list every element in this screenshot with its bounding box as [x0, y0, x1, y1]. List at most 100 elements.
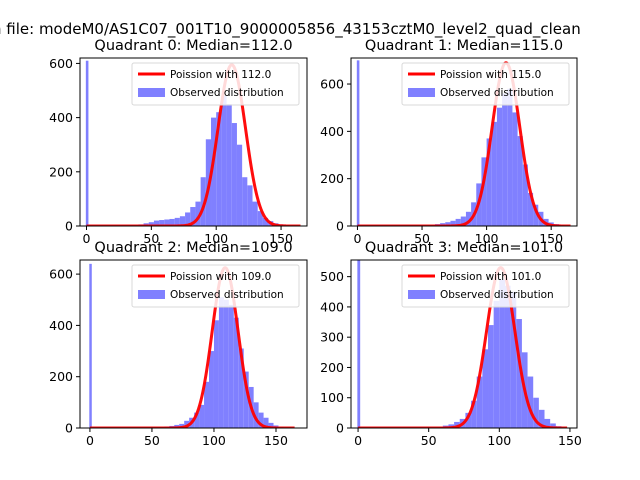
- histogram-bar: [159, 220, 165, 226]
- legend-poisson-label: Poission with 115.0: [440, 69, 541, 81]
- x-tick-label: 50: [144, 433, 160, 448]
- histogram-bar: [445, 222, 451, 226]
- x-tick-label: 100: [204, 231, 228, 246]
- quadrant-0-legend: Poission with 112.0 Observed distribution: [131, 62, 300, 106]
- quadrant-0-plot-area: [85, 60, 302, 226]
- histogram-bar: [268, 422, 274, 428]
- quadrant-3-plot-area: [357, 260, 568, 428]
- legend-observed-swatch: [408, 88, 435, 97]
- histogram-bar: [238, 348, 244, 428]
- histogram-bar: [153, 220, 160, 226]
- legend-poisson-label: Poission with 109.0: [170, 271, 271, 283]
- y-tick-label: 0: [336, 421, 344, 436]
- y-tick-label: 200: [320, 360, 344, 375]
- quadrant-1-title: Quadrant 1: Median=115.0: [365, 38, 563, 54]
- quadrant-3-axes-frame: [350, 259, 578, 429]
- x-tick-label: 100: [475, 231, 499, 246]
- poisson-curve: [85, 63, 302, 226]
- histogram-bar: [533, 204, 539, 226]
- legend-box: [401, 62, 570, 106]
- y-tick-label: 0: [336, 219, 344, 234]
- histogram-bar: [242, 177, 248, 226]
- histogram-bar: [533, 397, 539, 428]
- histogram-bar: [221, 95, 227, 226]
- poisson-curve: [356, 61, 572, 226]
- y-tick-label: 300: [320, 330, 344, 345]
- poisson-curve: [89, 266, 296, 428]
- y-tick-label: 200: [320, 171, 344, 186]
- poisson-curve: [357, 266, 568, 428]
- histogram-bar: [450, 220, 456, 226]
- y-tick-label: 500: [320, 269, 344, 284]
- histogram-bar: [185, 212, 191, 226]
- y-tick-label: 400: [49, 110, 73, 125]
- quadrant-panels: Quadrant 0: Median=112.0 0 50 100 150 0 200 400…: [49, 38, 582, 448]
- legend-observed-label: Observed distribution: [170, 87, 284, 99]
- histogram-bar: [231, 123, 237, 226]
- histogram-bar: [454, 421, 460, 428]
- histogram-bar: [258, 412, 264, 428]
- x-tick-label: 150: [539, 231, 563, 246]
- x-tick-label: 0: [83, 231, 91, 246]
- quadrant-1-chart: Quadrant 1: Median=115.0 0 50 100 150 0 200 400…: [320, 38, 578, 246]
- legend-poisson-label: Poission with 101.0: [440, 271, 541, 283]
- histogram-bar: [476, 376, 483, 428]
- histogram-bar: [486, 138, 492, 226]
- x-tick-label: 50: [143, 231, 159, 246]
- x-tick-label: 50: [421, 433, 437, 448]
- quadrant-0-axes-frame: [79, 57, 308, 227]
- histogram-bar: [209, 351, 214, 428]
- histogram-bar: [226, 104, 232, 226]
- y-tick-label: 600: [49, 267, 73, 282]
- y-tick-label: 600: [320, 77, 344, 92]
- histogram-bar: [507, 88, 513, 226]
- quadrant-1-legend: Poission with 115.0 Observed distribution: [401, 62, 570, 106]
- histogram-bar: [218, 297, 224, 428]
- histogram-bar: [491, 121, 497, 226]
- figure-title: n file: modeM0/AS1C07_001T10_9000005856_…: [0, 20, 581, 39]
- histogram-bar: [496, 107, 503, 226]
- histogram-bar: [516, 319, 522, 428]
- histogram-bar: [522, 164, 528, 226]
- histogram-bar: [357, 260, 361, 428]
- histogram-bar: [236, 144, 243, 226]
- x-tick-label: 0: [354, 433, 362, 448]
- y-tick-label: 400: [320, 124, 344, 139]
- histogram-bar: [169, 218, 175, 226]
- legend-box: [401, 264, 570, 308]
- histogram-bar: [262, 217, 269, 226]
- histogram-bar: [243, 371, 249, 428]
- y-tick-label: 400: [320, 299, 344, 314]
- legend-observed-swatch: [408, 290, 435, 299]
- quadrant-0-title: Quadrant 0: Median=112.0: [94, 38, 292, 54]
- quadrant-2-title: Quadrant 2: Median=109.0: [94, 240, 292, 256]
- histogram-bar: [200, 177, 206, 226]
- legend-observed-swatch: [138, 88, 165, 97]
- histogram-bar: [488, 325, 494, 428]
- histogram-bar: [538, 409, 545, 428]
- histogram-bar: [550, 423, 556, 428]
- quadrant-2-plot-area: [89, 263, 296, 428]
- x-tick-label: 150: [269, 231, 293, 246]
- x-tick-label: 50: [414, 231, 430, 246]
- legend-box: [131, 62, 300, 106]
- histogram-bar: [164, 219, 170, 226]
- x-tick-label: 0: [353, 231, 361, 246]
- x-tick-label: 150: [558, 433, 582, 448]
- histogram-bar: [510, 291, 517, 428]
- legend-observed-label: Observed distribution: [170, 289, 284, 301]
- y-tick-label: 400: [49, 318, 73, 333]
- histogram-bar: [482, 349, 489, 428]
- histogram-bar: [499, 279, 505, 428]
- y-tick-label: 200: [49, 369, 73, 384]
- histogram-bar: [517, 136, 523, 226]
- x-tick-label: 100: [487, 433, 511, 448]
- histogram-bar: [195, 201, 201, 226]
- legend-observed-swatch: [138, 290, 165, 299]
- quadrant-1-axes-frame: [350, 57, 578, 227]
- quadrant-2-axes-frame: [79, 259, 308, 429]
- histogram-bar: [527, 376, 534, 428]
- histogram-bar: [544, 418, 551, 428]
- quadrant-3-title: Quadrant 3: Median=101.0: [365, 240, 563, 256]
